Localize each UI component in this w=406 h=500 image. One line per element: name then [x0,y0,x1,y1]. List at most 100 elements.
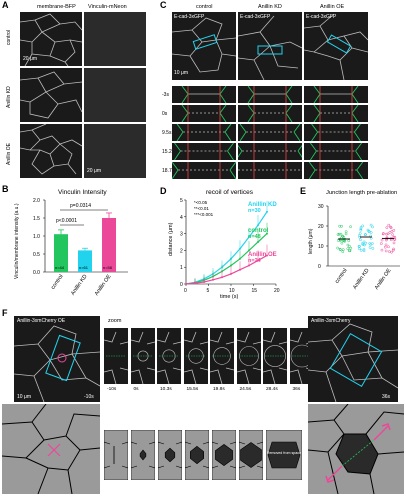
panel-f-schematic-step [212,430,236,480]
panel-e-point [380,238,384,242]
panel-e-point [385,232,388,236]
panel-e-point [362,249,366,253]
panel-c-tag-2: E-cad-3xGFP [240,14,271,20]
panel-e-point [369,231,373,234]
panel-b-category-label: Anillin KD [70,274,89,297]
panel-c-strip-frame [172,86,236,103]
panel-e-ytick-label: 0 [318,264,321,270]
panel-d-sig-1: *<0.05 [194,200,208,205]
panel-e-point [339,232,343,236]
panel-e-point [387,223,391,227]
panel-c-scale: 10 μm [174,70,188,76]
panel-e-point [362,247,366,251]
panel-f-time-label: 36s [292,387,301,392]
panel-f-frame [130,328,155,384]
panel-f-schematic-step [158,430,182,480]
panel-c-strip-frame [238,105,302,122]
panel-e-point [341,250,345,254]
panel-a-image-oe-vinculin: 20 μm [84,124,146,178]
panel-c-strip-frame [304,124,368,141]
panel-f-scale: 10 μm [17,394,31,400]
panel-e-point [364,241,368,245]
panel-e-category-label: Anillin OE [374,267,393,290]
panel-a-row-label-1: control [6,29,12,45]
panel-e-category-label: Anillin KD [352,268,371,291]
panel-d-series-line [185,254,268,285]
panel-c-col-label-2: Anillin KD [258,4,282,10]
panel-d-point [266,232,268,235]
panel-b-letter: B [2,184,9,194]
panel-e-point [386,232,390,236]
panel-c-time-label: 18.7s [162,168,175,174]
panel-d-series-line [185,211,268,285]
panel-e-point [390,230,394,233]
panel-c-strip-frame [172,124,236,141]
panel-c-time-label: 9.5s [162,130,172,136]
panel-d-xtick-label: 5 [207,288,210,294]
panel-f-frame [104,328,128,384]
panel-a-image-control-vinculin [84,12,146,66]
panel-d-xlabel: time (s) [220,294,239,300]
panel-d-title: recoil of vertices [206,189,254,196]
panel-b-ytick-label: 0.5 [33,252,40,258]
panel-a-image-oe-membrane [20,124,82,178]
panel-e-point [346,247,350,251]
panel-f-frame [263,328,287,384]
panel-e-point [382,232,385,235]
panel-b-n-label: n=61 [79,265,89,270]
panel-c-strip-frame [304,162,368,179]
panel-e-point [336,246,340,250]
panel-d-ytick-label: 1 [180,265,183,271]
panel-d-sig-2: **<0.01 [194,206,209,211]
panel-a-scale-label: 20 μm [23,56,37,62]
panel-f-frame [157,328,181,384]
panel-f-frame [210,328,234,384]
panel-b-ylabel: Vinculin/membrane intensity (a.u.) [14,203,20,279]
panel-c-tag-1: E-cad-3xGFP [174,14,205,20]
panel-e-point [369,223,373,227]
panel-e-point [340,224,343,228]
panel-e-point [391,233,394,236]
panel-e-ytick-label: 20 [318,224,324,230]
panel-f-left-tag: Anillin-3xmCherry OE [17,318,66,324]
panel-e-point [389,226,393,230]
panel-e-point [337,232,341,236]
panel-d-legend-name: Anillin OE [248,252,277,258]
panel-a-col-header-2: Vinculin-mNeon [88,4,127,10]
panel-d-ytick-label: 0 [180,282,183,288]
panel-d-sig-3: ***<0.001 [194,212,214,217]
panel-e-point [384,249,388,253]
panel-e-point [371,247,375,250]
panel-c-strip-frame [304,143,368,160]
panel-e-point [344,230,348,234]
panel-e-category-label: control [334,268,348,285]
panel-f-left-time: -10s [84,394,94,400]
panel-c-strip-frame [238,86,302,103]
panel-e-ytick-label: 30 [318,204,324,210]
panel-c-col-label-3: Anillin OE [320,4,345,10]
panel-e-point [348,244,351,248]
panel-c-image-kd: E-cad-3xGFP [238,12,302,80]
panel-f-time-label: 15.5s [186,387,199,392]
panel-c-strip-frame [172,143,236,160]
panel-e-point [357,247,361,251]
panel-b-n-label: n=58 [103,265,113,270]
panel-e-point [344,232,348,236]
panel-e-point [362,240,366,244]
panel-d-legend-n: n=48 [248,234,261,240]
panel-d-legend-name: control [248,228,269,234]
panel-b-chart: Vinculin Intensity Vinculin/membrane int… [14,189,128,297]
panel-d-point [185,283,187,285]
panel-e-point [379,242,383,245]
panel-f-letter: F [2,308,8,318]
panel-b-ytick-label: 2.0 [33,198,40,204]
panel-f-right-time: 36s [382,394,391,400]
panel-d-chart: recoil of vertices distance (μm) time (s… [168,189,280,300]
panel-e-point [385,226,389,229]
panel-c-time-label: 0s [162,111,168,117]
panel-f-time-label: 28.4s [266,387,278,392]
panel-f-note: Removed from space [267,451,301,455]
panel-d-ytick-label: 3 [180,232,183,238]
panel-b-title: Vinculin Intensity [58,189,107,196]
panel-b-category-label: control [50,274,64,291]
